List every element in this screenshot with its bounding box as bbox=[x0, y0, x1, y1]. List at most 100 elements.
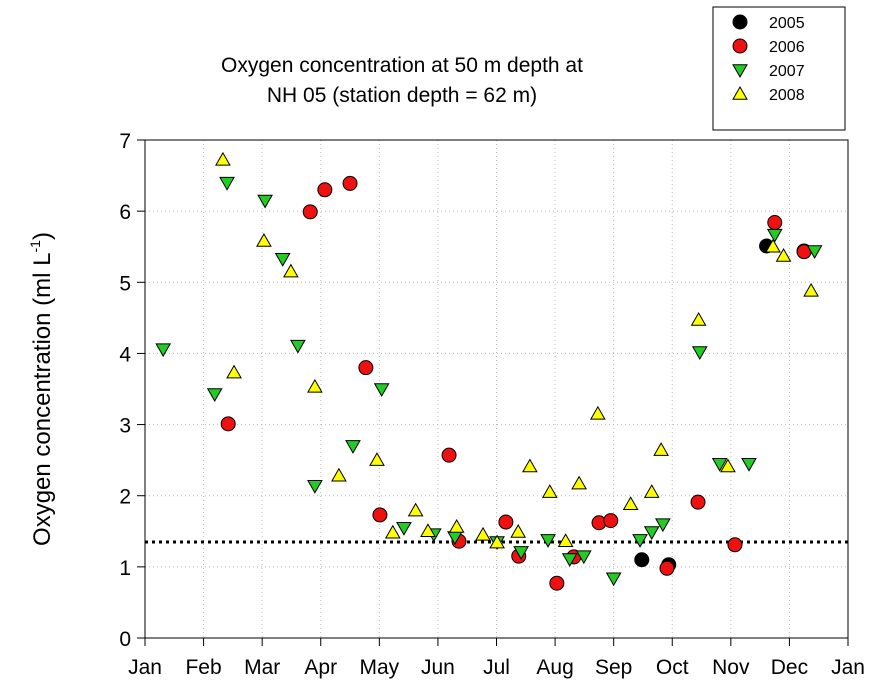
point bbox=[632, 534, 648, 548]
point bbox=[690, 494, 706, 510]
point bbox=[219, 176, 235, 191]
point bbox=[549, 575, 565, 591]
point bbox=[659, 560, 675, 576]
point bbox=[720, 458, 736, 473]
point bbox=[317, 182, 333, 198]
x-tick-label: Jun bbox=[421, 656, 455, 679]
x-tick-label: Jul bbox=[483, 656, 510, 679]
point bbox=[307, 378, 323, 393]
point bbox=[571, 475, 587, 490]
point bbox=[373, 383, 390, 398]
x-tick-label: Sep bbox=[595, 656, 632, 679]
point bbox=[603, 513, 619, 529]
point bbox=[283, 263, 299, 278]
x-tick-label: Dec bbox=[771, 656, 808, 679]
legend-label: 2008 bbox=[769, 87, 805, 104]
legend-label: 2006 bbox=[769, 39, 805, 56]
point bbox=[655, 518, 671, 533]
point bbox=[307, 480, 323, 494]
y-tick-label: 7 bbox=[119, 130, 131, 153]
legend-marker bbox=[732, 38, 748, 54]
point bbox=[489, 534, 505, 549]
x-tick-label: Oct bbox=[656, 656, 689, 679]
point bbox=[711, 457, 728, 472]
x-tick-label: Nov bbox=[712, 656, 750, 679]
y-tick-label: 1 bbox=[119, 557, 131, 580]
legend-label: 2005 bbox=[769, 15, 805, 32]
point bbox=[690, 311, 707, 326]
point bbox=[775, 247, 792, 262]
x-tick-label: Feb bbox=[185, 656, 221, 679]
point bbox=[622, 496, 639, 511]
point bbox=[256, 233, 272, 247]
point bbox=[448, 519, 465, 533]
legend-label: 2007 bbox=[769, 63, 805, 80]
point bbox=[369, 452, 385, 466]
x-tick-label: May bbox=[359, 656, 399, 679]
legend-marker bbox=[732, 14, 748, 30]
x-tick-label: Mar bbox=[244, 656, 280, 679]
point bbox=[741, 457, 757, 472]
point bbox=[220, 416, 236, 432]
legend-marker bbox=[732, 64, 748, 79]
y-axis-label-main: Oxygen concentration (ml L bbox=[29, 252, 56, 545]
y-tick-label: 2 bbox=[119, 486, 131, 509]
point bbox=[345, 440, 361, 454]
point bbox=[372, 507, 388, 523]
y-axis-label: Oxygen concentration (ml L-1) bbox=[27, 232, 56, 546]
point bbox=[643, 526, 660, 541]
point bbox=[765, 238, 781, 253]
y-tick-label: 3 bbox=[119, 415, 131, 438]
point bbox=[407, 502, 424, 517]
point bbox=[605, 572, 622, 587]
point bbox=[274, 253, 291, 267]
point bbox=[510, 523, 527, 538]
x-tick-label: Jan bbox=[831, 656, 865, 679]
plot-frame bbox=[144, 139, 849, 639]
point bbox=[691, 346, 708, 361]
point bbox=[155, 343, 172, 358]
x-tick-label: Aug bbox=[536, 656, 573, 679]
point bbox=[767, 215, 783, 231]
point bbox=[513, 546, 529, 560]
point bbox=[557, 533, 574, 547]
point bbox=[358, 360, 374, 376]
point bbox=[634, 552, 650, 568]
point bbox=[420, 523, 436, 538]
point bbox=[384, 524, 401, 539]
chart-title: NH 05 (station depth = 62 m) bbox=[267, 84, 537, 107]
y-axis-label-end: ) bbox=[29, 232, 56, 240]
legend-marker bbox=[732, 85, 748, 100]
point bbox=[441, 447, 457, 463]
chart-title: Oxygen concentration at 50 m depth at bbox=[221, 54, 583, 77]
point bbox=[331, 467, 347, 482]
y-tick-label: 0 bbox=[119, 628, 131, 651]
y-tick-label: 5 bbox=[119, 272, 131, 295]
point bbox=[290, 339, 306, 354]
y-axis-label-sup: -1 bbox=[27, 240, 43, 253]
point bbox=[342, 175, 358, 191]
point bbox=[803, 282, 819, 297]
point bbox=[396, 521, 412, 536]
point bbox=[643, 484, 660, 498]
point bbox=[541, 484, 558, 498]
point bbox=[215, 151, 231, 166]
point bbox=[727, 537, 743, 553]
point bbox=[806, 245, 823, 259]
point bbox=[589, 405, 606, 420]
point bbox=[206, 388, 223, 402]
point bbox=[653, 442, 669, 456]
point bbox=[302, 204, 318, 220]
point bbox=[226, 364, 242, 379]
x-tick-label: Apr bbox=[304, 656, 337, 679]
y-tick-label: 6 bbox=[119, 201, 131, 224]
y-tick-label: 4 bbox=[119, 343, 131, 366]
point bbox=[257, 194, 273, 209]
x-tick-label: Jan bbox=[128, 656, 162, 679]
point bbox=[561, 553, 578, 568]
point bbox=[766, 228, 783, 243]
point bbox=[475, 526, 491, 541]
point bbox=[522, 458, 538, 473]
point bbox=[575, 550, 592, 565]
